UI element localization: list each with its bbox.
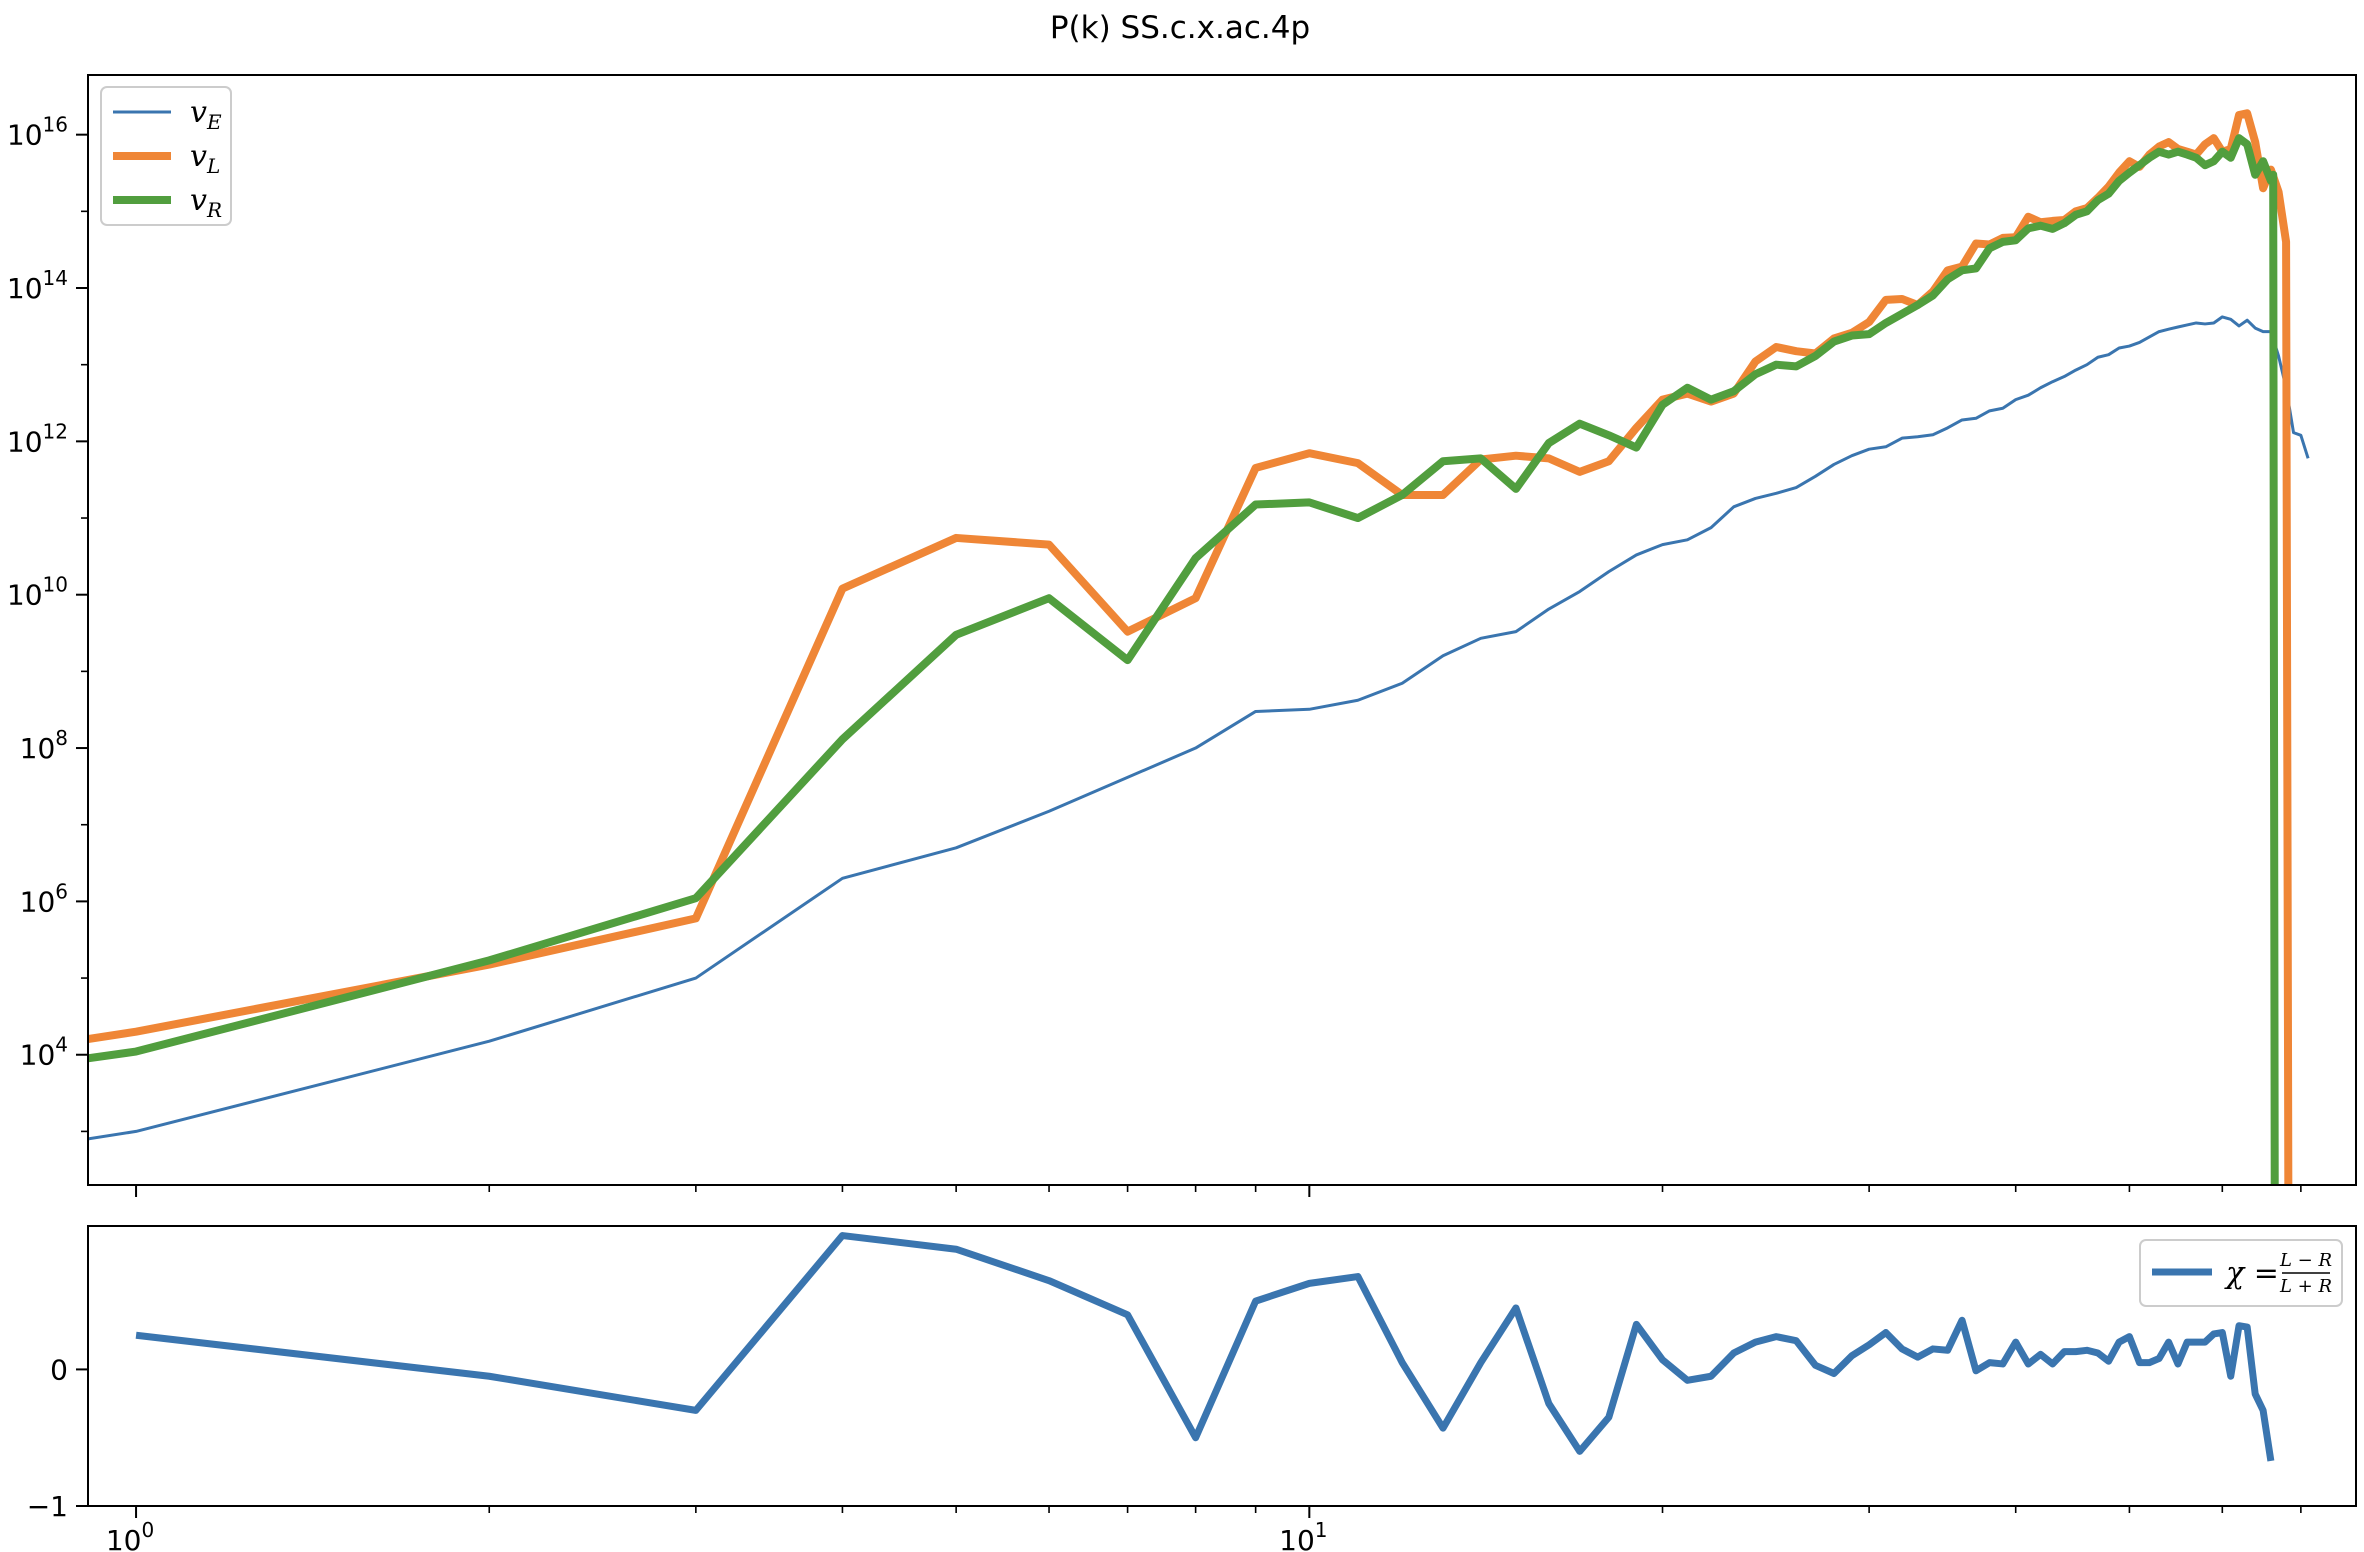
- top-y-tick-label: 108: [20, 726, 68, 765]
- legend-label-E: vE: [190, 95, 222, 134]
- legend-label-R: vR: [190, 183, 222, 222]
- bottom-y-tick-label: 0: [50, 1353, 68, 1386]
- top-y-tick-label: 1014: [7, 266, 68, 305]
- bottom-axes-frame: [87, 1225, 2357, 1507]
- top-y-tick-label: 106: [20, 879, 68, 918]
- series-line-chi: [135, 1232, 2275, 1462]
- series-line-vE: [88, 315, 2310, 1141]
- bottom-series-lines: [135, 1232, 2275, 1462]
- bottom-legend: χ = L − R L + R: [2139, 1239, 2343, 1307]
- bottom-x-tick-label: 101: [1279, 1518, 1327, 1552]
- chart-title: P(k) SS.c.x.ac.4p: [1050, 10, 1310, 46]
- top-axes-frame: [87, 74, 2357, 1186]
- legend-label-L: vL: [190, 139, 220, 178]
- series-line-vR: [88, 134, 2279, 1185]
- top-series-lines: [88, 109, 2310, 1185]
- top-legend: vE vL vR: [100, 86, 232, 226]
- top-axis-ticks: 104 106 108 1010 1012 1014 1016: [7, 113, 2302, 1197]
- top-y-tick-label: 1010: [7, 573, 68, 612]
- bottom-x-tick-label: 100: [106, 1518, 154, 1552]
- power-spectrum-panel: 104 106 108 1010 1012 1014 1016 vE vL vR: [7, 74, 2357, 1197]
- legend-frac-denominator: L + R: [2279, 1276, 2332, 1297]
- legend-label-chi: χ =: [2224, 1256, 2279, 1291]
- bottom-axis-ticks: 0 −1 100 101: [27, 1353, 2302, 1552]
- top-y-tick-label: 1012: [7, 419, 68, 458]
- bottom-y-tick-label: −1: [27, 1490, 68, 1523]
- legend-frac-numerator: L − R: [2279, 1250, 2332, 1271]
- top-y-tick-label: 104: [20, 1033, 68, 1072]
- bottom-legend-frame: [2139, 1239, 2343, 1307]
- top-y-tick-label: 1016: [7, 113, 68, 152]
- series-line-vL: [88, 109, 2293, 1185]
- chi-panel: 0 −1 100 101 χ = L − R L + R: [27, 1225, 2357, 1552]
